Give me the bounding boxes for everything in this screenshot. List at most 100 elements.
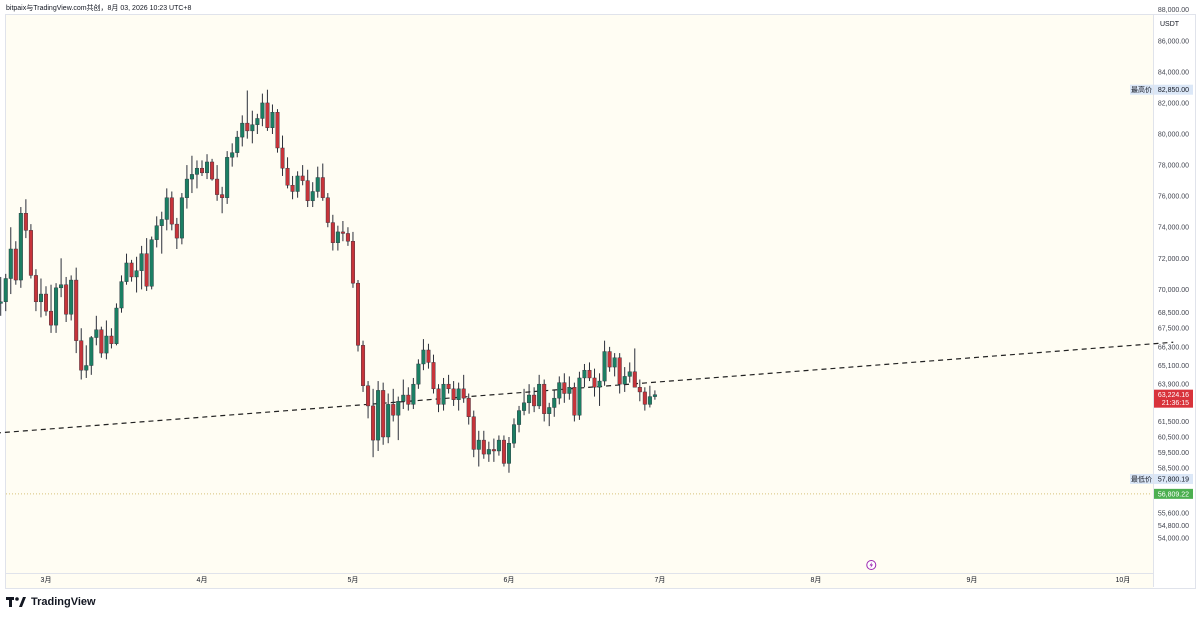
candle-body <box>179 197 184 239</box>
candle-body <box>255 118 260 125</box>
candle-body <box>416 363 421 385</box>
y-tick-label: 63,900.00 <box>1158 382 1189 389</box>
candle-body <box>33 275 38 303</box>
y-tick-label: 82,000.00 <box>1158 100 1189 107</box>
candle-body <box>49 310 54 326</box>
candle-body <box>250 124 255 132</box>
candle-body <box>481 439 486 455</box>
candle-body <box>592 377 597 388</box>
candle-body <box>23 213 28 231</box>
candle-body <box>517 410 522 425</box>
y-tick-label: 65,100.00 <box>1158 363 1189 370</box>
candle-body <box>421 349 426 365</box>
x-tick-label: 7月 <box>654 576 665 584</box>
candle-body <box>265 102 270 128</box>
candle-body <box>164 197 169 220</box>
candle-body <box>607 351 612 368</box>
candle-body <box>330 222 335 243</box>
candle-body <box>376 390 381 441</box>
level-value: 56,809.22 <box>1158 491 1189 498</box>
candle-body <box>572 387 577 416</box>
candle-body <box>476 439 481 450</box>
y-tick-label: 88,000.00 <box>1158 7 1189 14</box>
candle-body <box>84 365 89 371</box>
candle-body <box>642 391 647 405</box>
candle-body <box>104 335 109 354</box>
level-value-bg <box>1154 488 1193 499</box>
candle-body <box>345 233 350 242</box>
candle-body <box>486 449 491 455</box>
tradingview-brand[interactable]: TradingView <box>6 596 96 608</box>
candle-body <box>285 167 290 186</box>
y-tick-label: 70,000.00 <box>1158 287 1189 294</box>
candle-body <box>602 351 607 382</box>
candle-body <box>89 337 94 366</box>
candle-body <box>210 161 215 180</box>
candle-body <box>270 112 275 128</box>
y-tick-label: 59,500.00 <box>1158 450 1189 457</box>
candle-body <box>527 394 532 404</box>
candle-body <box>617 357 622 385</box>
tradingview-logo-icon <box>6 597 26 607</box>
candle-body <box>501 439 506 464</box>
candle-body <box>54 287 59 326</box>
candle-body <box>431 362 436 390</box>
y-tick-label: 74,000.00 <box>1158 225 1189 232</box>
plot-area[interactable] <box>5 14 1153 573</box>
candle-body <box>154 225 159 240</box>
candle-body <box>59 284 64 289</box>
y-tick-label: 78,000.00 <box>1158 163 1189 170</box>
candle-body <box>260 102 265 119</box>
candle-body <box>215 178 220 195</box>
candle-body <box>335 231 340 243</box>
candle-body <box>381 390 386 438</box>
candle-body <box>205 161 210 174</box>
y-tick-label: 86,000.00 <box>1158 38 1189 45</box>
candle-body <box>305 180 310 202</box>
candle-body <box>632 371 637 388</box>
candle-body <box>466 397 471 417</box>
candle-body <box>622 376 627 385</box>
candle-body <box>240 122 245 138</box>
x-tick-label: 6月 <box>504 576 515 584</box>
y-tick-label: 58,500.00 <box>1158 466 1189 473</box>
candle-body <box>99 329 104 354</box>
chart-caption: bitpaix与TradingView.com共创，8月 03, 2026 10… <box>6 5 192 12</box>
candle-body <box>94 329 99 338</box>
y-tick-label: 84,000.00 <box>1158 69 1189 76</box>
y-tick-label: 61,500.00 <box>1158 419 1189 426</box>
candle-body <box>627 371 632 377</box>
y-tick-label: 67,500.00 <box>1158 326 1189 333</box>
candle-body <box>612 357 617 368</box>
lightning-glyph <box>869 562 874 568</box>
candle-body <box>557 382 562 399</box>
candle-body <box>245 122 250 132</box>
candle-body <box>44 293 49 312</box>
time-axis[interactable] <box>5 573 1153 588</box>
candle-body <box>290 185 295 192</box>
candle-body <box>169 197 174 225</box>
y-tick-label: 54,800.00 <box>1158 523 1189 530</box>
y-tick-label: 55,600.00 <box>1158 511 1189 518</box>
candle-body <box>371 405 376 441</box>
candle-body <box>496 439 501 452</box>
candle-body <box>159 219 164 226</box>
candle-body <box>547 407 552 414</box>
candle-body <box>129 262 134 278</box>
candle-body <box>275 112 280 149</box>
candle-body <box>300 175 305 181</box>
candle-body <box>144 253 149 287</box>
lowest-tag: 最低价 <box>1131 474 1152 483</box>
candle-body <box>456 388 461 400</box>
candle-body <box>114 307 119 344</box>
candle-body <box>119 281 124 309</box>
candle-body <box>220 194 225 198</box>
candle-body <box>235 136 240 153</box>
candle-body <box>506 443 511 464</box>
candle-body <box>436 388 441 405</box>
y-tick-label: 72,000.00 <box>1158 256 1189 263</box>
candle-body <box>184 178 189 198</box>
candle-body <box>401 394 406 402</box>
candle-body <box>350 241 355 284</box>
last-price-bg <box>1154 389 1193 408</box>
